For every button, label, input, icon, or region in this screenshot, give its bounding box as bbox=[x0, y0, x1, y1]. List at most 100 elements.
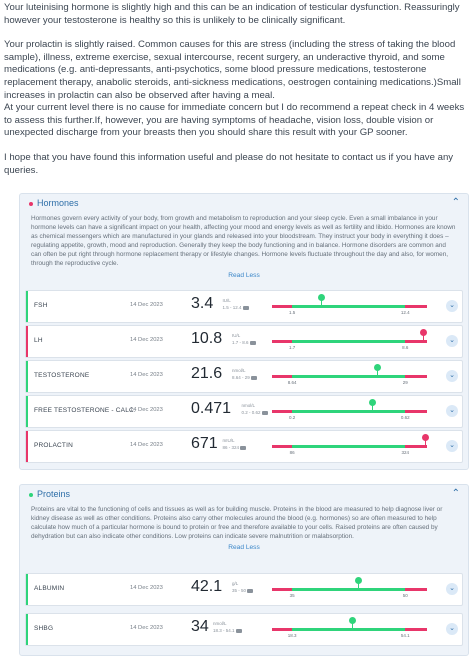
range-bar-normal bbox=[292, 628, 406, 631]
proteins-read-less-link[interactable]: Read Less bbox=[228, 544, 260, 552]
result-row[interactable]: ALBUMIN 14 Dec 2023 42.1 g/L 35 - 50 35 50 ⌄ bbox=[25, 573, 463, 606]
chevron-down-icon[interactable]: ⌄ bbox=[446, 335, 458, 347]
result-value: 3.4 bbox=[191, 295, 214, 312]
chevron-up-icon[interactable]: ⌃ bbox=[451, 197, 460, 208]
range-high-label: 54.1 bbox=[400, 633, 410, 638]
letter-paragraph-prolactin: Your prolactin is slightly raised. Commo… bbox=[4, 39, 465, 139]
result-name: FREE TESTOSTERONE - CALC. bbox=[34, 407, 136, 414]
result-range: 35 - 50 bbox=[232, 588, 254, 593]
result-range: 86 - 324 bbox=[223, 445, 247, 450]
range-bar-normal bbox=[292, 340, 406, 343]
marker-stem bbox=[424, 438, 427, 448]
chevron-down-icon[interactable]: ⌄ bbox=[446, 440, 458, 452]
range-bar-normal bbox=[292, 588, 406, 591]
proteins-title: Proteins bbox=[37, 489, 71, 499]
marker-stem bbox=[372, 403, 374, 413]
result-date: 14 Dec 2023 bbox=[130, 407, 163, 413]
result-range: 1.7 - 8.6 bbox=[232, 340, 256, 345]
hormones-read-less-link[interactable]: Read Less bbox=[228, 271, 260, 279]
result-row[interactable]: PROLACTIN 14 Dec 2023 671 mIU/L 86 - 324 86 32… bbox=[25, 430, 463, 463]
range-bar-high bbox=[405, 588, 427, 591]
range-low-label: 8.64 bbox=[287, 380, 297, 385]
range-bar-low bbox=[272, 340, 293, 343]
hormones-dot-icon bbox=[29, 202, 33, 206]
result-marker bbox=[421, 434, 429, 448]
status-stripe bbox=[26, 431, 28, 462]
proteins-header[interactable]: Proteins ⌃ bbox=[20, 485, 468, 505]
chevron-down-icon[interactable]: ⌄ bbox=[446, 405, 458, 417]
result-date: 14 Dec 2023 bbox=[130, 337, 163, 343]
range-low-label: 86 bbox=[289, 450, 295, 455]
range-high-label: 8.6 bbox=[402, 345, 409, 350]
range-bar-high bbox=[405, 628, 427, 631]
result-unit: IU/L bbox=[222, 298, 231, 303]
chevron-down-icon[interactable]: ⌄ bbox=[446, 300, 458, 312]
range-low-label: 35 bbox=[289, 593, 295, 598]
status-stripe bbox=[26, 361, 28, 392]
range-bar-high bbox=[405, 375, 427, 378]
info-icon[interactable] bbox=[250, 375, 257, 380]
marker-stem bbox=[351, 621, 354, 631]
info-icon[interactable] bbox=[249, 340, 256, 345]
info-icon[interactable] bbox=[242, 305, 249, 310]
result-row[interactable]: TESTOSTERONE 14 Dec 2023 21.6 nmol/L 8.64 - … bbox=[25, 360, 463, 393]
proteins-dot-icon bbox=[29, 493, 33, 497]
info-icon[interactable] bbox=[247, 588, 254, 593]
result-date: 14 Dec 2023 bbox=[130, 585, 163, 591]
result-row[interactable]: SHBG 14 Dec 2023 34 nmol/L 18.3 - 54.1 18.3 54… bbox=[25, 613, 463, 646]
range-low-label: 1.7 bbox=[289, 345, 296, 350]
range-bar-high bbox=[405, 410, 427, 413]
range-bar-high bbox=[405, 305, 427, 308]
marker-stem bbox=[423, 333, 425, 343]
result-name: PROLACTIN bbox=[34, 442, 74, 449]
marker-head bbox=[373, 364, 381, 371]
result-marker bbox=[318, 294, 326, 308]
range-bar: 1.7 8.6 bbox=[272, 329, 428, 350]
result-unit: nmol/L bbox=[213, 621, 227, 626]
marker-head bbox=[318, 294, 326, 301]
result-date: 14 Dec 2023 bbox=[130, 625, 163, 631]
proteins-description: Proteins are vital to the functioning of… bbox=[31, 506, 443, 541]
result-marker bbox=[369, 399, 377, 413]
range-high-label: 12.4 bbox=[400, 310, 410, 315]
marker-stem bbox=[320, 298, 323, 308]
result-row[interactable]: FREE TESTOSTERONE - CALC. 14 Dec 2023 0.47… bbox=[25, 395, 463, 428]
marker-stem bbox=[376, 368, 378, 378]
marker-head bbox=[355, 577, 363, 584]
result-name: ALBUMIN bbox=[34, 585, 65, 592]
marker-head bbox=[349, 617, 357, 624]
result-range-text: 1.5 - 12.4 bbox=[222, 305, 242, 310]
result-marker bbox=[349, 617, 357, 631]
chevron-down-icon[interactable]: ⌄ bbox=[446, 583, 458, 595]
result-range: 18.3 - 54.1 bbox=[213, 628, 242, 633]
range-bar-low bbox=[272, 375, 293, 378]
result-row[interactable]: FSH 14 Dec 2023 3.4 IU/L 1.5 - 12.4 1.5 12.4 ⌄ bbox=[25, 290, 463, 323]
info-icon[interactable] bbox=[240, 445, 247, 450]
chevron-down-icon[interactable]: ⌄ bbox=[446, 623, 458, 635]
info-icon[interactable] bbox=[235, 628, 242, 633]
range-bar-normal bbox=[292, 375, 406, 378]
range-bar-low bbox=[272, 305, 293, 308]
result-name: TESTOSTERONE bbox=[34, 372, 90, 379]
info-icon[interactable] bbox=[261, 410, 268, 415]
status-stripe bbox=[26, 574, 28, 605]
range-bar: 0.2 0.62 bbox=[272, 399, 427, 420]
chevron-down-icon[interactable]: ⌄ bbox=[446, 370, 458, 382]
result-range-text: 8.64 - 29 bbox=[232, 375, 250, 380]
range-bar-low bbox=[272, 628, 293, 631]
result-name: LH bbox=[34, 337, 43, 344]
status-stripe bbox=[26, 396, 28, 427]
range-low-label: 1.5 bbox=[289, 310, 296, 315]
result-row[interactable]: LH 14 Dec 2023 10.8 IU/L 1.7 - 8.6 1.7 8.6 ⌄ bbox=[25, 325, 463, 358]
range-high-label: 324 bbox=[401, 450, 410, 455]
range-bar-high bbox=[405, 340, 427, 343]
result-date: 14 Dec 2023 bbox=[130, 442, 163, 448]
range-bar-normal bbox=[292, 305, 406, 308]
marker-head bbox=[420, 329, 428, 336]
letter-paragraph-lh: Your luteinising hormone is slightly hig… bbox=[4, 2, 460, 26]
range-bar: 8.64 29 bbox=[272, 364, 427, 385]
range-bar: 1.5 12.4 bbox=[272, 294, 427, 315]
result-range-text: 35 - 50 bbox=[232, 588, 247, 593]
chevron-up-icon[interactable]: ⌃ bbox=[451, 488, 460, 499]
hormones-header[interactable]: Hormones ⌃ bbox=[20, 194, 468, 214]
